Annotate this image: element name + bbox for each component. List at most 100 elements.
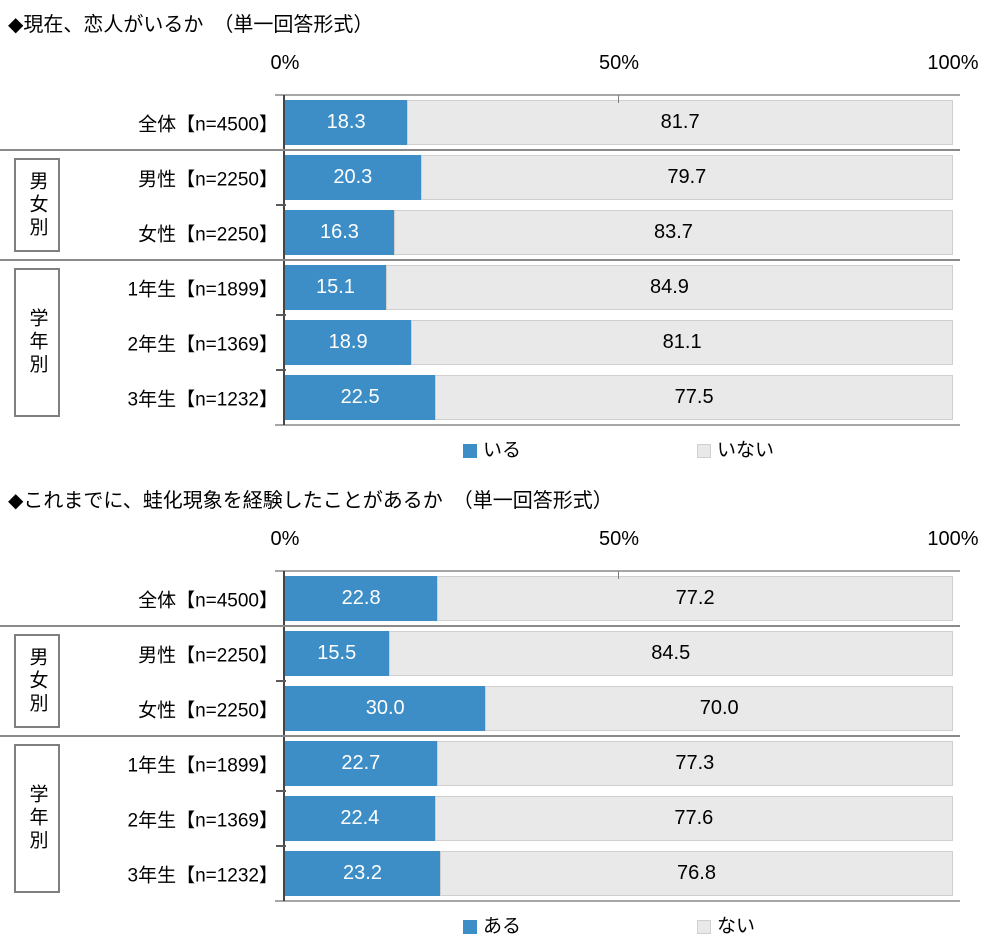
chart-row: 女性【n=2250】 16.3 83.7 [0, 205, 1000, 260]
bar-segment-no: 77.2 [437, 576, 953, 621]
value-label: 18.3 [326, 111, 366, 133]
bar-segment-yes: 30.0 [285, 686, 486, 731]
value-label: 18.9 [328, 331, 368, 353]
plot-area: 全体【n=4500】 22.8 77.2 男性【n=2250】 15.5 84.5 女性【n… [0, 570, 1000, 902]
category-axis-tick [276, 314, 286, 316]
stacked-bar: 16.3 83.7 [285, 210, 953, 255]
group-label-box: 学年別 [14, 744, 60, 893]
chart-row: 全体【n=4500】 22.8 77.2 [0, 571, 1000, 626]
value-label: 77.3 [675, 752, 715, 774]
bar-segment-no: 84.5 [388, 631, 953, 676]
chart-current-lover: ◆現在、恋人がいるか （単一回答形式） 0% 50% 100% 全体【n=4500】… [0, 14, 1000, 464]
x-axis-tick-label: 50% [598, 528, 640, 550]
plot-top-border [275, 570, 960, 572]
bar-segment-yes: 22.5 [285, 375, 436, 420]
chart-row: 女性【n=2250】 30.0 70.0 [0, 681, 1000, 736]
value-label: 76.8 [677, 862, 716, 884]
group-separator-line [0, 149, 960, 151]
category-label: 女性【n=2250】 [138, 224, 278, 245]
value-label: 30.0 [365, 697, 405, 719]
x-axis-labels: 0% 50% 100% [0, 50, 1000, 76]
bar-segment-yes: 22.7 [285, 741, 437, 786]
value-label: 81.1 [662, 331, 702, 353]
legend-swatch [463, 920, 477, 934]
legend-label: ある [483, 916, 522, 937]
bar-segment-no: 70.0 [485, 686, 953, 731]
group-label-box: 男女別 [14, 634, 60, 728]
stacked-bar: 15.5 84.5 [285, 631, 953, 676]
legend-label: いない [717, 440, 775, 461]
fifty-percent-tick [618, 571, 619, 579]
group-separator-line [0, 625, 960, 627]
chart-row: 1年生【n=1899】 22.7 77.3 [0, 736, 1000, 791]
stacked-bar: 22.5 77.5 [285, 375, 953, 420]
value-label: 20.3 [333, 166, 373, 188]
chart-row: 全体【n=4500】 18.3 81.7 [0, 95, 1000, 150]
plot-area: 全体【n=4500】 18.3 81.7 男性【n=2250】 20.3 79.7 女性【n… [0, 94, 1000, 426]
chart-row: 3年生【n=1232】 23.2 76.8 [0, 846, 1000, 901]
bar-segment-yes: 16.3 [285, 210, 394, 255]
x-axis-tick-label: 0% [270, 528, 300, 550]
legend: ある ない [285, 914, 953, 940]
value-label: 84.5 [651, 642, 691, 664]
bar-segment-yes: 20.3 [285, 155, 421, 200]
bar-segment-yes: 15.1 [285, 265, 386, 310]
stacked-bar: 22.8 77.2 [285, 576, 953, 621]
value-label: 22.7 [341, 752, 381, 774]
legend-item: ない [697, 914, 755, 940]
chart-title: ◆これまでに、蛙化現象を経験したことがあるか （単一回答形式） [8, 490, 613, 512]
chart-row: 2年生【n=1369】 18.9 81.1 [0, 315, 1000, 370]
category-label: 3年生【n=1232】 [127, 389, 279, 410]
stacked-bar: 20.3 79.7 [285, 155, 953, 200]
legend-item: ある [463, 914, 521, 940]
plot-bottom-border [275, 424, 960, 426]
category-label: 3年生【n=1232】 [127, 865, 279, 886]
category-label: 2年生【n=1369】 [127, 334, 279, 355]
value-label: 83.7 [653, 221, 693, 243]
legend-swatch [697, 444, 711, 458]
x-axis-tick-label: 100% [927, 52, 979, 74]
bar-segment-no: 77.3 [436, 741, 953, 786]
value-label: 77.6 [674, 807, 714, 829]
plot-bottom-border [275, 900, 960, 902]
bar-segment-no: 84.9 [385, 265, 953, 310]
chart-row: 3年生【n=1232】 22.5 77.5 [0, 370, 1000, 425]
bar-segment-yes: 18.9 [285, 320, 412, 365]
category-axis-tick [276, 680, 286, 682]
group-label-box: 学年別 [14, 268, 60, 417]
legend-item: いない [697, 438, 774, 464]
bar-segment-no: 79.7 [420, 155, 953, 200]
stacked-bar: 15.1 84.9 [285, 265, 953, 310]
value-label: 15.5 [317, 642, 357, 664]
chart-row: 2年生【n=1369】 22.4 77.6 [0, 791, 1000, 846]
category-label: 1年生【n=1899】 [127, 755, 279, 776]
category-label: 男性【n=2250】 [138, 169, 278, 190]
value-label: 70.0 [699, 697, 739, 719]
category-axis-tick [276, 369, 286, 371]
chart-row: 男性【n=2250】 15.5 84.5 [0, 626, 1000, 681]
stacked-bar: 18.9 81.1 [285, 320, 953, 365]
stacked-bar: 18.3 81.7 [285, 100, 953, 145]
category-label: 男性【n=2250】 [138, 645, 278, 666]
stacked-bar: 30.0 70.0 [285, 686, 953, 731]
x-axis-tick-label: 50% [598, 52, 640, 74]
category-label: 全体【n=4500】 [138, 114, 278, 135]
stacked-bar: 23.2 76.8 [285, 851, 953, 896]
chart-frog-phenomenon: ◆これまでに、蛙化現象を経験したことがあるか （単一回答形式） 0% 50% 100… [0, 476, 1000, 952]
value-label: 79.7 [667, 166, 707, 188]
bar-segment-yes: 18.3 [285, 100, 408, 145]
category-label: 2年生【n=1369】 [127, 810, 279, 831]
value-label: 77.2 [675, 587, 715, 609]
fifty-percent-tick [618, 95, 619, 103]
value-label: 15.1 [315, 276, 355, 298]
chart-title: ◆現在、恋人がいるか （単一回答形式） [8, 14, 374, 36]
category-axis-tick [276, 204, 286, 206]
category-label: 1年生【n=1899】 [127, 279, 279, 300]
plot-top-border [275, 94, 960, 96]
legend-item: いる [463, 438, 521, 464]
value-label: 22.8 [341, 587, 381, 609]
x-axis-tick-label: 0% [270, 52, 300, 74]
category-axis-tick [276, 845, 286, 847]
category-axis-tick [276, 790, 286, 792]
value-label: 23.2 [343, 862, 382, 884]
